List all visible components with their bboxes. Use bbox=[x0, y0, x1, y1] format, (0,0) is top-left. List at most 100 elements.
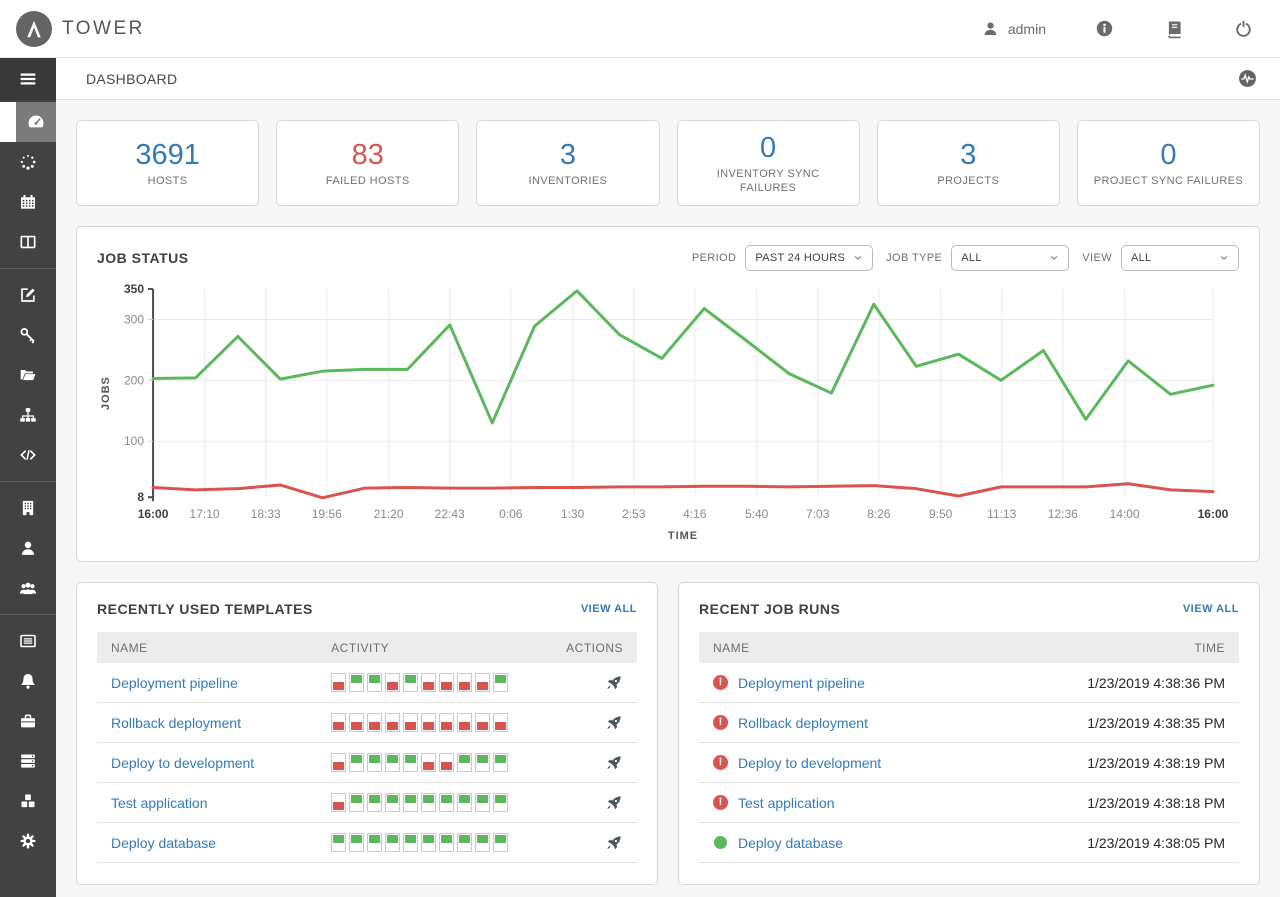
template-name-link[interactable]: Deploy database bbox=[111, 834, 217, 851]
logout-button[interactable] bbox=[1233, 18, 1254, 39]
chevron-down-icon bbox=[1219, 253, 1229, 263]
view-select[interactable]: ALL bbox=[1121, 245, 1239, 271]
sidebar-toggle[interactable] bbox=[0, 58, 56, 100]
sidebar-item-schedules[interactable] bbox=[0, 182, 56, 222]
content: DASHBOARD 3691 HOSTS 83 FAILED HOSTS 3 INVENT… bbox=[56, 58, 1280, 897]
templates-view-all-link[interactable]: VIEW ALL bbox=[580, 603, 637, 615]
select-value: ALL bbox=[961, 252, 982, 264]
col-activity: ACTIVITY bbox=[331, 640, 390, 655]
job-type-select[interactable]: ALL bbox=[951, 245, 1070, 271]
activity-successful-cell bbox=[493, 673, 509, 692]
job-run-name-cell: ! Rollback deployment bbox=[713, 715, 1087, 731]
template-activity-cell bbox=[331, 673, 559, 692]
stat-card-project-sync-failures[interactable]: 0 PROJECT SYNC FAILURES bbox=[1076, 120, 1261, 206]
activity-failed-cell bbox=[475, 713, 491, 732]
sidebar-item-credentials[interactable] bbox=[0, 315, 56, 355]
filter-period: PERIOD PAST 24 HOURS bbox=[692, 245, 874, 271]
sidebar-item-settings[interactable] bbox=[0, 821, 56, 861]
sidebar-item-inventory-scripts[interactable] bbox=[0, 435, 56, 475]
activity-failed-cell bbox=[349, 713, 365, 732]
activity-failed-cell bbox=[331, 713, 347, 732]
about-button[interactable] bbox=[1094, 18, 1115, 39]
launch-button[interactable] bbox=[605, 674, 623, 692]
table-row: Deployment pipeline bbox=[97, 663, 637, 703]
svg-text:16:00: 16:00 bbox=[138, 507, 169, 521]
launch-button[interactable] bbox=[605, 794, 623, 812]
template-name-link[interactable]: Deployment pipeline bbox=[111, 674, 238, 691]
stat-card-inventory-sync-failures[interactable]: 0 INVENTORY SYNC FAILURES bbox=[676, 120, 860, 206]
docs-button[interactable] bbox=[1163, 18, 1185, 40]
activity-successful-cell bbox=[367, 793, 383, 812]
launch-button[interactable] bbox=[605, 834, 623, 852]
svg-text:7:03: 7:03 bbox=[806, 507, 830, 521]
stat-value: 3691 bbox=[135, 138, 200, 171]
period-select[interactable]: PAST 24 HOURS bbox=[745, 245, 874, 271]
rocket-icon bbox=[605, 794, 623, 812]
sidebar-item-jobs[interactable] bbox=[0, 142, 56, 182]
svg-text:TIME: TIME bbox=[668, 530, 698, 542]
svg-text:18:33: 18:33 bbox=[251, 507, 281, 521]
svg-text:9:50: 9:50 bbox=[929, 507, 953, 521]
template-activity-cell bbox=[331, 713, 559, 732]
activity-failed-cell bbox=[367, 713, 383, 732]
calendar-icon bbox=[18, 192, 38, 212]
stat-card-failed-hosts[interactable]: 83 FAILED HOSTS bbox=[276, 120, 460, 206]
svg-text:12:36: 12:36 bbox=[1048, 507, 1078, 521]
job-run-name-link[interactable]: Deploy to development bbox=[738, 754, 882, 771]
sidebar-item-projects[interactable] bbox=[0, 355, 56, 395]
sidebar-item-notifications[interactable] bbox=[0, 661, 56, 701]
activity-successful-cell bbox=[421, 833, 437, 852]
job-runs-rows: ! Deployment pipeline 1/23/2019 4:38:36 PM… bbox=[699, 663, 1239, 863]
sidebar-divider bbox=[0, 268, 56, 269]
stat-card-hosts[interactable]: 3691 HOSTS bbox=[76, 120, 260, 206]
sidebar-item-portal-mode[interactable] bbox=[0, 222, 56, 262]
job-run-name-link[interactable]: Test application bbox=[738, 794, 835, 811]
launch-button[interactable] bbox=[605, 754, 623, 772]
sidebar-divider bbox=[0, 481, 56, 482]
col-time: TIME bbox=[1194, 640, 1225, 655]
stat-card-inventories[interactable]: 3 INVENTORIES bbox=[476, 120, 660, 206]
job-runs-view-all-link[interactable]: VIEW ALL bbox=[1182, 603, 1239, 615]
job-run-time: 1/23/2019 4:38:36 PM bbox=[1087, 674, 1225, 691]
stat-label: INVENTORIES bbox=[528, 174, 608, 187]
activity-successful-cell bbox=[457, 753, 473, 772]
sidebar-item-applications[interactable] bbox=[0, 781, 56, 821]
activity-successful-cell bbox=[349, 793, 365, 812]
activity-failed-cell bbox=[421, 673, 437, 692]
sidebar-item-users[interactable] bbox=[0, 528, 56, 568]
recent-templates-head: RECENTLY USED TEMPLATES VIEW ALL bbox=[97, 601, 637, 617]
chevron-down-icon bbox=[853, 253, 863, 263]
template-name-link[interactable]: Test application bbox=[111, 794, 208, 811]
job-run-name-link[interactable]: Deploy database bbox=[738, 834, 844, 851]
activity-successful-cell bbox=[385, 793, 401, 812]
activity-failed-cell bbox=[331, 793, 347, 812]
activity-failed-cell bbox=[439, 713, 455, 732]
job-run-name-link[interactable]: Deployment pipeline bbox=[738, 674, 865, 691]
sidebar-item-credential-types[interactable] bbox=[0, 621, 56, 661]
chevron-down-icon bbox=[1049, 253, 1059, 263]
template-actions-cell bbox=[559, 714, 623, 732]
svg-text:21:20: 21:20 bbox=[374, 507, 404, 521]
col-name: NAME bbox=[111, 640, 148, 655]
template-name-cell: Rollback deployment bbox=[111, 715, 331, 731]
activity-sparkline bbox=[331, 673, 559, 692]
sidebar-item-management-jobs[interactable] bbox=[0, 701, 56, 741]
template-name-link[interactable]: Rollback deployment bbox=[111, 714, 241, 731]
activity-successful-cell bbox=[403, 793, 419, 812]
activity-failed-cell bbox=[457, 713, 473, 732]
sidebar-item-instance-groups[interactable] bbox=[0, 741, 56, 781]
template-name-link[interactable]: Deploy to development bbox=[111, 754, 255, 771]
sidebar-item-teams[interactable] bbox=[0, 568, 56, 608]
job-status-head: JOB STATUS PERIOD PAST 24 HOURS JOB TYPE AL… bbox=[97, 245, 1239, 271]
toolbox-icon bbox=[18, 711, 38, 731]
sidebar-item-dashboard[interactable] bbox=[0, 102, 56, 142]
launch-button[interactable] bbox=[605, 714, 623, 732]
job-run-name-link[interactable]: Rollback deployment bbox=[738, 714, 868, 731]
activity-stream-button[interactable] bbox=[1237, 68, 1258, 89]
stat-card-projects[interactable]: 3 PROJECTS bbox=[876, 120, 1060, 206]
activity-successful-cell bbox=[439, 833, 455, 852]
user-menu[interactable]: admin bbox=[981, 19, 1046, 38]
sidebar-item-templates[interactable] bbox=[0, 275, 56, 315]
sidebar-item-organizations[interactable] bbox=[0, 488, 56, 528]
sidebar-item-inventories[interactable] bbox=[0, 395, 56, 435]
